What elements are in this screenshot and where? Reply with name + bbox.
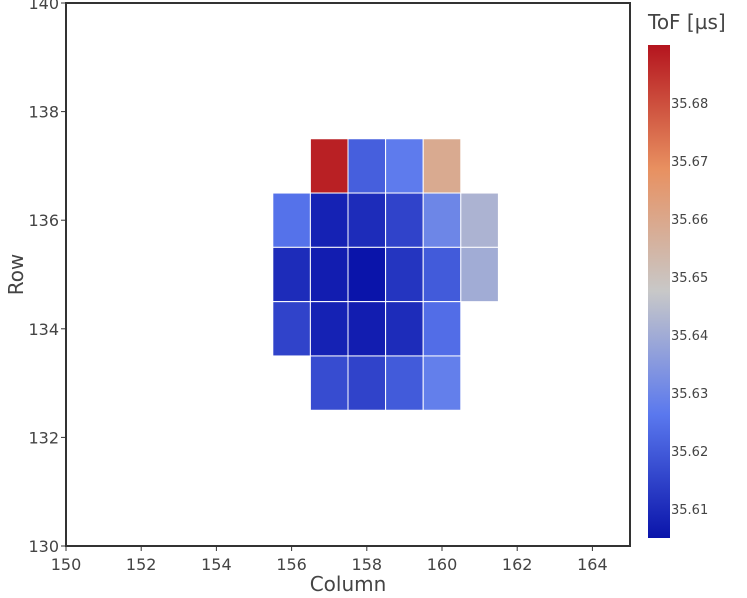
colorbar-ticks: 35.61 35.62 35.63 35.64 35.65 35.66 35.67 35.68: [671, 97, 708, 518]
x-axis-title: Column: [310, 572, 387, 596]
heatmap-cell: [385, 246, 424, 303]
heatmap-cell: [309, 192, 349, 248]
y-tick-label: 130: [28, 537, 59, 556]
x-tick-label: 158: [352, 555, 383, 574]
heatmap-cell: [347, 138, 387, 194]
colorbar-tick-label: 35.61: [671, 503, 708, 518]
heatmap-cell: [385, 301, 424, 357]
heatmap-cell: [347, 301, 387, 357]
y-tick-label: 132: [28, 428, 59, 447]
heatmap-cell: [422, 301, 462, 357]
heatmap-cell: [385, 192, 424, 248]
y-axis-title: Row: [4, 254, 28, 296]
heatmap-cell: [272, 192, 311, 248]
colorbar-tick-label: 35.66: [671, 213, 708, 228]
colorbar: ToF [µs] 35.6135.6235.6335.6435.6535.663…: [647, 10, 726, 538]
colorbar-title: ToF [µs]: [647, 10, 726, 34]
colorbar-tick-label: 35.64: [671, 329, 708, 344]
colorbar-tick-label: 35.67: [671, 155, 708, 170]
heatmap-cell: [309, 355, 349, 411]
heatmap-cell: [272, 246, 311, 303]
x-axis: 150 152 154 156 158 160 162 164: [51, 546, 608, 574]
x-tick-label: 152: [126, 555, 157, 574]
heatmap-cell: [460, 246, 499, 303]
colorbar-tick-label: 35.65: [671, 271, 708, 286]
heatmap-cell: [385, 355, 424, 411]
heatmap-cell: [347, 355, 387, 411]
heatmap-cell: [422, 192, 462, 248]
heatmap-cell: [347, 192, 387, 248]
heatmap-cells: [272, 138, 499, 411]
colorbar-tick-label: 35.62: [671, 445, 708, 460]
heatmap-cell: [422, 355, 462, 411]
x-tick-label: 156: [276, 555, 307, 574]
heatmap-cell: [272, 301, 311, 357]
heatmap-cell: [347, 246, 387, 303]
x-tick-label: 150: [51, 555, 82, 574]
x-tick-label: 164: [577, 555, 608, 574]
heatmap-cell: [385, 138, 424, 194]
x-tick-label: 154: [201, 555, 232, 574]
heatmap-cell: [422, 246, 462, 303]
y-tick-label: 136: [28, 211, 59, 230]
heatmap-cell: [309, 301, 349, 357]
x-tick-label: 162: [502, 555, 533, 574]
y-tick-label: 138: [28, 103, 59, 122]
heatmap-cell: [309, 138, 349, 194]
heatmap-cell: [309, 246, 349, 303]
heatmap-cell: [422, 138, 462, 194]
colorbar-gradient: [648, 45, 670, 538]
y-tick-label: 134: [28, 320, 59, 339]
colorbar-tick-label: 35.63: [671, 387, 708, 402]
plot-frame: [65, 2, 631, 547]
y-axis: 130 132 134 136 138 140: [28, 0, 66, 556]
colorbar-tick-label: 35.68: [671, 97, 708, 112]
y-tick-label: 140: [28, 0, 59, 13]
heatmap-cell: [460, 192, 499, 248]
x-tick-label: 160: [427, 555, 458, 574]
